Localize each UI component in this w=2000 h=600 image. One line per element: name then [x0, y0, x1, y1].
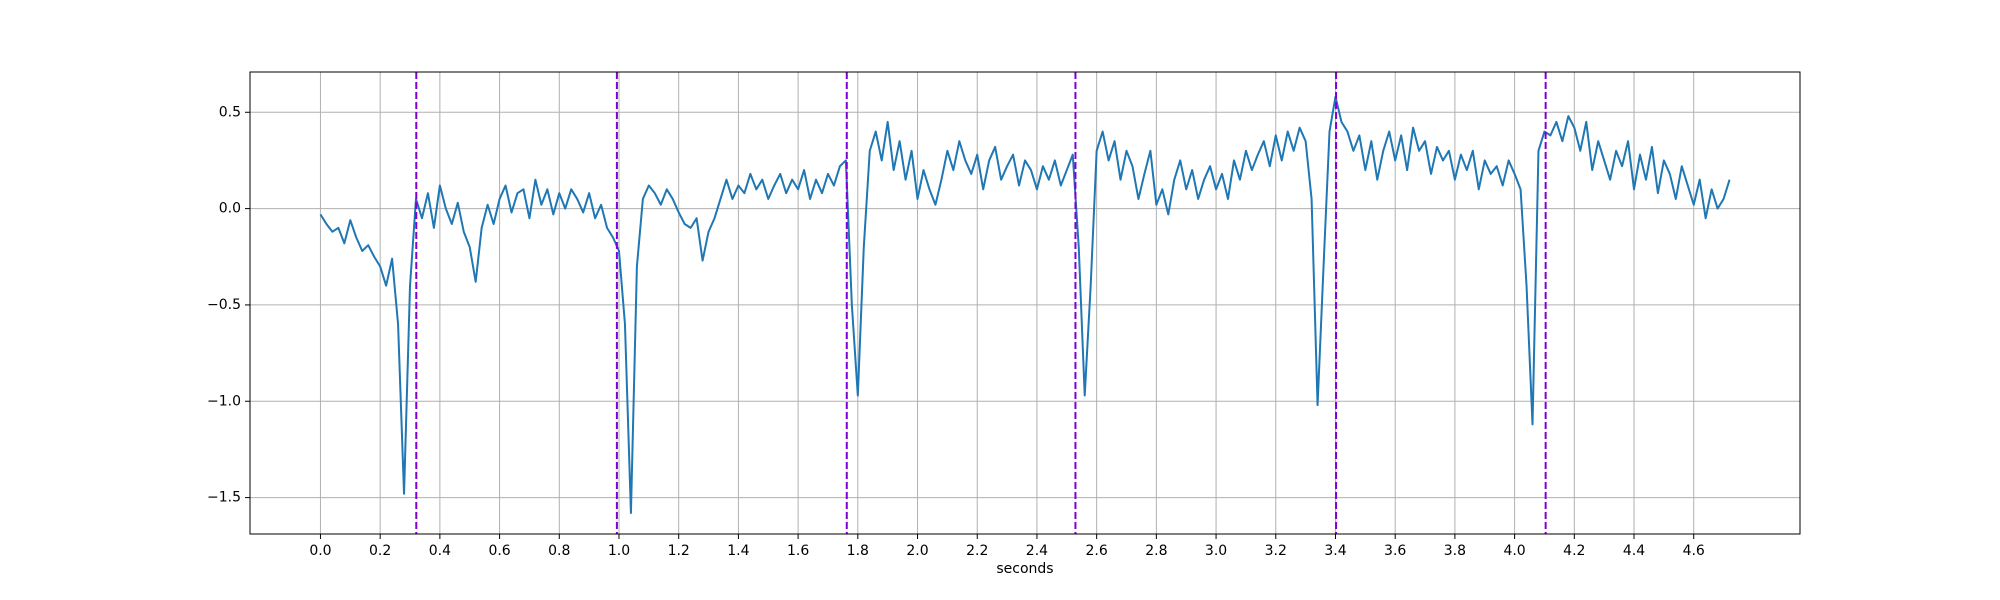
x-tick-label: 3.2	[1265, 543, 1287, 559]
x-tick-label: 0.2	[369, 543, 391, 559]
series-line	[319, 95, 1731, 514]
x-tick-label: 2.2	[966, 543, 988, 559]
x-tick-label: 1.6	[787, 543, 809, 559]
x-tick-label: 2.6	[1086, 543, 1108, 559]
x-tick-label: 4.2	[1563, 543, 1585, 559]
x-tick-label: 1.8	[847, 543, 869, 559]
x-tick-label: 2.8	[1145, 543, 1167, 559]
x-tick-label: 3.4	[1324, 543, 1346, 559]
y-tick-label: 0.0	[219, 201, 241, 217]
x-tick-label: 2.0	[906, 543, 928, 559]
x-tick-label: 2.4	[1026, 543, 1048, 559]
x-tick-label: 3.6	[1384, 543, 1406, 559]
x-tick-label: 4.0	[1503, 543, 1525, 559]
axes-frame	[249, 71, 1801, 535]
x-tick-label: 0.4	[429, 543, 451, 559]
x-tick-label: 0.6	[488, 543, 510, 559]
x-tick-label: 1.2	[668, 543, 690, 559]
x-tick-label: 0.0	[309, 543, 331, 559]
x-axis-label: seconds	[996, 561, 1053, 577]
y-tick-label: −0.5	[207, 297, 241, 313]
x-tick-label: 4.6	[1683, 543, 1705, 559]
x-tick-label: 1.0	[608, 543, 630, 559]
y-tick-label: −1.5	[207, 490, 241, 506]
y-tick-label: 0.5	[219, 104, 241, 120]
x-tick-label: 4.4	[1623, 543, 1645, 559]
x-tick-label: 0.8	[548, 543, 570, 559]
x-tick-label: 3.0	[1205, 543, 1227, 559]
y-tick-label: −1.0	[207, 393, 241, 409]
x-tick-label: 1.4	[727, 543, 749, 559]
x-tick-label: 3.8	[1444, 543, 1466, 559]
